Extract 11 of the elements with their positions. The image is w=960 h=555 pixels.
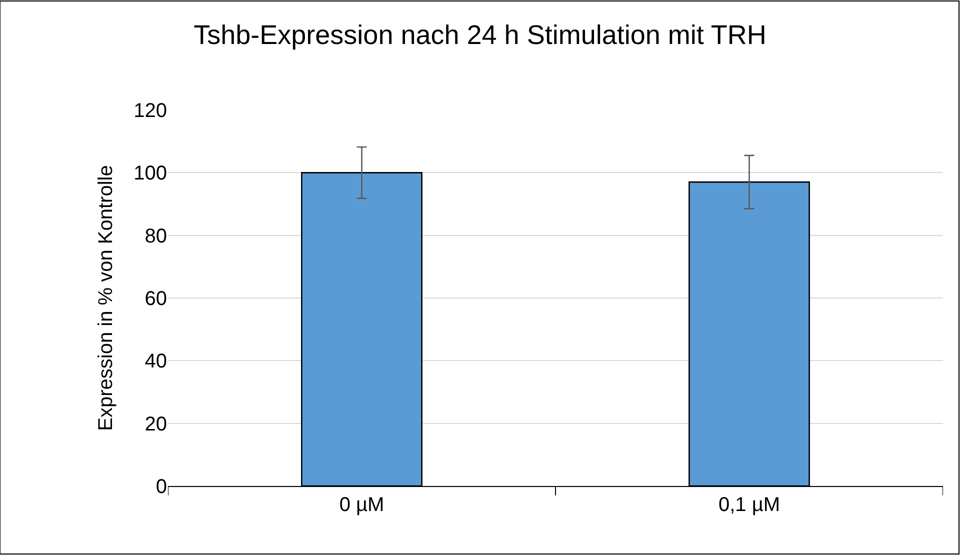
y-axis-title: Expression in % von Kontrolle — [95, 165, 118, 431]
chart-title: Tshb-Expression nach 24 h Stimulation mit TRH — [194, 20, 766, 50]
y-tick-label: 0 — [156, 476, 167, 498]
x-tick-label: 0 µM — [339, 494, 384, 516]
y-tick-label: 80 — [144, 225, 167, 248]
x-tick-label: 0,1 µM — [718, 494, 780, 516]
y-tick-label: 20 — [144, 413, 167, 436]
y-tick-label: 60 — [144, 288, 167, 310]
y-tick-label: 100 — [134, 162, 167, 185]
y-tick-label: 40 — [144, 350, 167, 373]
y-tick-label: 120 — [134, 100, 167, 122]
